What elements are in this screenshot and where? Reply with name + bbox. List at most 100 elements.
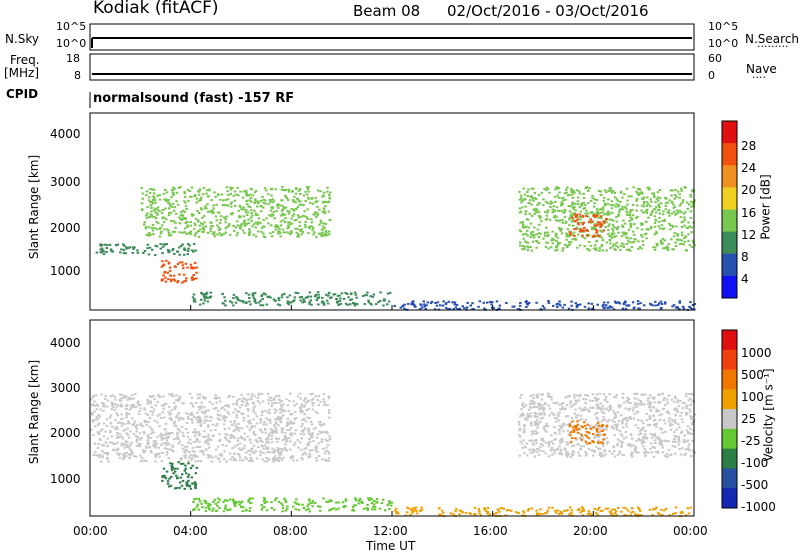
heatmap-cell (652, 508, 655, 511)
heatmap-cell (254, 434, 257, 436)
heatmap-cell (99, 460, 103, 463)
heatmap-cell (294, 411, 297, 413)
heatmap-cell (663, 220, 666, 222)
heatmap-cell (327, 200, 331, 203)
heatmap-cell (570, 233, 573, 236)
heatmap-cell (284, 188, 288, 191)
heatmap-cell (163, 428, 166, 431)
heatmap-cell (570, 417, 574, 420)
heatmap-cell (197, 219, 200, 222)
heatmap-cell (607, 210, 610, 213)
heatmap-cell (281, 186, 284, 188)
heatmap-cell (262, 225, 265, 228)
heatmap-cell (689, 210, 693, 213)
heatmap-cell (263, 421, 266, 424)
heatmap-cell (307, 508, 310, 511)
heatmap-cell (666, 201, 669, 204)
heatmap-cell (172, 194, 175, 197)
heatmap-cell (685, 395, 688, 398)
heatmap-cell (519, 230, 523, 233)
heatmap-cell (125, 246, 128, 249)
heatmap-cell (255, 221, 258, 224)
heatmap-cell (195, 197, 198, 200)
heatmap-cell (297, 446, 300, 449)
heatmap-cell (658, 442, 661, 445)
heatmap-cell (325, 293, 328, 296)
power-cbar-tick-8: 8 (741, 250, 749, 264)
heatmap-cell (187, 199, 190, 202)
heatmap-cell (562, 199, 565, 202)
heatmap-cell (155, 245, 159, 248)
heatmap-cell (657, 199, 660, 202)
heatmap-cell (262, 201, 265, 204)
heatmap-cell (314, 201, 317, 204)
heatmap-cell (203, 221, 206, 224)
heatmap-cell (598, 427, 601, 430)
heatmap-cell (130, 417, 134, 420)
heatmap-cell (194, 472, 198, 475)
heatmap-cell (268, 412, 271, 415)
heatmap-cell (303, 223, 307, 226)
heatmap-cell (237, 410, 241, 413)
heatmap-cell (98, 432, 101, 435)
heatmap-cell (602, 438, 606, 441)
heatmap-cell (328, 509, 331, 512)
heatmap-cell (284, 499, 287, 502)
heatmap-cell (100, 247, 104, 250)
heatmap-cell (214, 195, 217, 198)
heatmap-cell (286, 296, 289, 299)
heatmap-cell (486, 301, 489, 304)
vel-cbar-tick-neg100: -100 (741, 456, 769, 470)
heatmap-cell (357, 499, 361, 502)
heatmap-cell (199, 425, 203, 427)
heatmap-cell (574, 415, 578, 418)
heatmap-cell (578, 227, 581, 230)
heatmap-cell (543, 187, 546, 190)
heatmap-cell (310, 197, 313, 200)
heatmap-cell (235, 413, 238, 416)
heatmap-cell (310, 303, 313, 306)
heatmap-cell (250, 398, 253, 401)
heatmap-cell (634, 451, 638, 453)
heatmap-cell (647, 203, 650, 206)
heatmap-cell (651, 514, 654, 517)
heatmap-cell (662, 408, 665, 411)
heatmap-cell (312, 233, 315, 236)
heatmap-cell (249, 216, 253, 219)
heatmap-cell (306, 193, 309, 196)
heatmap-cell (553, 402, 557, 405)
heatmap-cell (649, 402, 652, 405)
heatmap-cell (664, 422, 667, 425)
heatmap-cell (225, 444, 228, 447)
heatmap-cell (173, 406, 177, 409)
heatmap-cell (126, 427, 129, 430)
heatmap-cell (264, 431, 267, 434)
heatmap-cell (690, 392, 693, 395)
heatmap-cell (251, 214, 254, 217)
heatmap-cell (177, 437, 180, 440)
heatmap-cell (647, 216, 650, 219)
heatmap-cell (324, 201, 327, 203)
heatmap-cell (339, 302, 342, 305)
heatmap-cell (663, 239, 666, 242)
heatmap-cell (97, 431, 101, 434)
heatmap-cell (567, 241, 571, 244)
heatmap-cell (455, 304, 459, 306)
heatmap-cell (248, 510, 251, 512)
power-ytick-4000: 4000 (50, 127, 81, 141)
heatmap-cell (241, 397, 245, 400)
heatmap-cell (212, 407, 215, 410)
heatmap-cell (168, 485, 171, 488)
heatmap-cell (173, 230, 177, 233)
heatmap-cell (337, 501, 341, 504)
heatmap-cell (260, 205, 263, 208)
heatmap-cell (395, 512, 398, 515)
heatmap-cell (295, 231, 298, 234)
heatmap-cell (565, 235, 569, 238)
heatmap-cell (635, 209, 638, 212)
heatmap-cell (663, 301, 667, 304)
heatmap-cell (182, 435, 185, 437)
heatmap-cell (220, 233, 223, 236)
heatmap-cell (245, 451, 248, 454)
heatmap-cell (620, 445, 623, 448)
